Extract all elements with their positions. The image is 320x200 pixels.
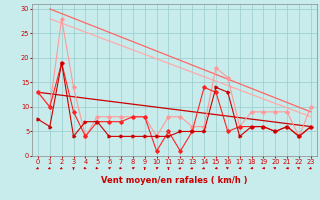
X-axis label: Vent moyen/en rafales ( km/h ): Vent moyen/en rafales ( km/h ) [101,176,248,185]
